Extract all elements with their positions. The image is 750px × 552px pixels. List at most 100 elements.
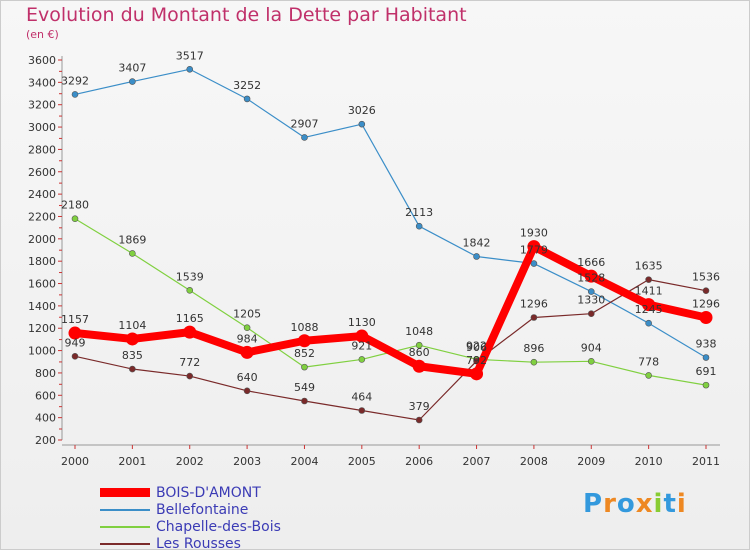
data-label: 3026 bbox=[348, 104, 376, 117]
data-label: 2113 bbox=[405, 206, 433, 219]
x-tick-label: 2002 bbox=[176, 455, 204, 468]
data-label: 1296 bbox=[520, 298, 548, 311]
data-point bbox=[587, 358, 595, 365]
data-point bbox=[358, 407, 366, 414]
data-point bbox=[530, 314, 538, 321]
x-tick-label: 2005 bbox=[348, 455, 376, 468]
data-label: 2907 bbox=[290, 117, 318, 130]
data-label: 549 bbox=[294, 381, 315, 394]
data-point bbox=[587, 288, 595, 295]
y-tick-label: 400 bbox=[35, 412, 56, 425]
data-label: 379 bbox=[409, 400, 430, 413]
data-point bbox=[243, 324, 251, 331]
data-point bbox=[240, 345, 254, 359]
series-line-les-rousses bbox=[74, 279, 707, 421]
data-label: 1088 bbox=[290, 321, 318, 334]
x-tick-label: 2006 bbox=[405, 455, 433, 468]
legend-item-les-rousses: Les Rousses bbox=[100, 535, 281, 552]
data-label: 1296 bbox=[692, 298, 720, 311]
data-point bbox=[415, 341, 423, 349]
y-tick-label: 1800 bbox=[28, 255, 56, 268]
y-tick-label: 2200 bbox=[28, 210, 56, 223]
data-label: 906 bbox=[466, 341, 487, 354]
series-line-bellefontaine bbox=[74, 68, 707, 359]
data-label: 1104 bbox=[118, 319, 146, 332]
data-point bbox=[358, 356, 366, 363]
unit-label: (en €) bbox=[26, 28, 59, 41]
data-label: 1330 bbox=[577, 294, 605, 307]
data-point bbox=[243, 387, 251, 395]
y-tick-label: 1000 bbox=[28, 345, 56, 358]
data-point bbox=[530, 260, 538, 267]
data-point bbox=[587, 310, 595, 318]
y-tick-label: 1600 bbox=[28, 278, 56, 291]
data-point bbox=[186, 65, 194, 73]
legend: BOIS-D'AMONT Bellefontaine Chapelle-des-… bbox=[100, 484, 281, 552]
logo-letter: r bbox=[603, 489, 617, 519]
logo-letter: i bbox=[653, 489, 664, 519]
data-label: 1635 bbox=[635, 260, 663, 273]
proxiti-logo: Proxiti bbox=[583, 489, 687, 519]
x-tick-label: 2004 bbox=[290, 455, 318, 468]
x-tick-label: 2008 bbox=[520, 455, 548, 468]
data-point bbox=[68, 326, 82, 340]
data-point bbox=[702, 354, 710, 361]
y-tick-label: 2400 bbox=[28, 188, 56, 201]
y-tick-label: 200 bbox=[35, 434, 56, 447]
axes: 200 400 600 800 1000 1200 1400 1600 1800 2000 2200… bbox=[28, 54, 720, 468]
data-point bbox=[415, 222, 423, 230]
legend-swatch bbox=[100, 508, 150, 511]
data-point bbox=[470, 367, 484, 381]
data-label: 835 bbox=[122, 349, 143, 362]
data-label: 904 bbox=[581, 341, 602, 354]
data-label: 949 bbox=[65, 336, 86, 349]
x-tick-label: 2010 bbox=[635, 455, 663, 468]
data-label: 1205 bbox=[233, 308, 261, 321]
legend-item-bellefontaine: Bellefontaine bbox=[100, 501, 281, 518]
logo-letter: t bbox=[663, 489, 677, 519]
data-point bbox=[415, 416, 423, 424]
data-point bbox=[301, 397, 308, 405]
logo-letter: i bbox=[676, 489, 687, 519]
data-point bbox=[699, 311, 713, 325]
data-label: 1048 bbox=[405, 325, 433, 338]
y-tick-label: 800 bbox=[35, 367, 56, 380]
data-label: 1869 bbox=[118, 233, 146, 246]
data-label: 1539 bbox=[176, 270, 204, 283]
chart-title: Evolution du Montant de la Dette par Hab… bbox=[26, 4, 467, 26]
data-point bbox=[129, 78, 136, 85]
data-label: 3252 bbox=[233, 79, 261, 92]
legend-label: BOIS-D'AMONT bbox=[156, 484, 261, 501]
data-point bbox=[183, 325, 197, 339]
y-tick-label: 2800 bbox=[28, 143, 56, 156]
legend-label: Bellefontaine bbox=[156, 501, 249, 518]
legend-swatch bbox=[100, 525, 150, 528]
legend-swatch bbox=[100, 542, 150, 545]
logo-letter: o bbox=[616, 489, 636, 519]
x-tick-label: 2011 bbox=[692, 455, 720, 468]
data-point bbox=[186, 287, 194, 294]
data-point bbox=[645, 276, 652, 283]
legend-swatch bbox=[100, 488, 150, 497]
data-label: 1245 bbox=[635, 303, 663, 316]
data-label: 938 bbox=[696, 338, 717, 351]
data-point bbox=[645, 319, 652, 327]
data-label: 1165 bbox=[176, 312, 204, 325]
data-point bbox=[301, 363, 308, 371]
data-label: 1666 bbox=[577, 256, 605, 269]
y-tick-label: 3000 bbox=[28, 121, 56, 134]
data-point bbox=[71, 91, 79, 98]
data-label: 3517 bbox=[176, 49, 204, 62]
data-label: 896 bbox=[523, 342, 544, 355]
data-label: 1779 bbox=[520, 244, 548, 257]
x-tick-label: 2009 bbox=[577, 455, 605, 468]
y-tick-label: 1200 bbox=[28, 322, 56, 335]
data-label: 3407 bbox=[118, 62, 146, 75]
y-tick-label: 2000 bbox=[28, 233, 56, 246]
data-point bbox=[129, 250, 136, 257]
y-tick-label: 1400 bbox=[28, 300, 56, 313]
data-point bbox=[530, 358, 538, 366]
data-point bbox=[186, 372, 194, 380]
data-point bbox=[301, 134, 308, 141]
data-label: 464 bbox=[351, 390, 372, 403]
